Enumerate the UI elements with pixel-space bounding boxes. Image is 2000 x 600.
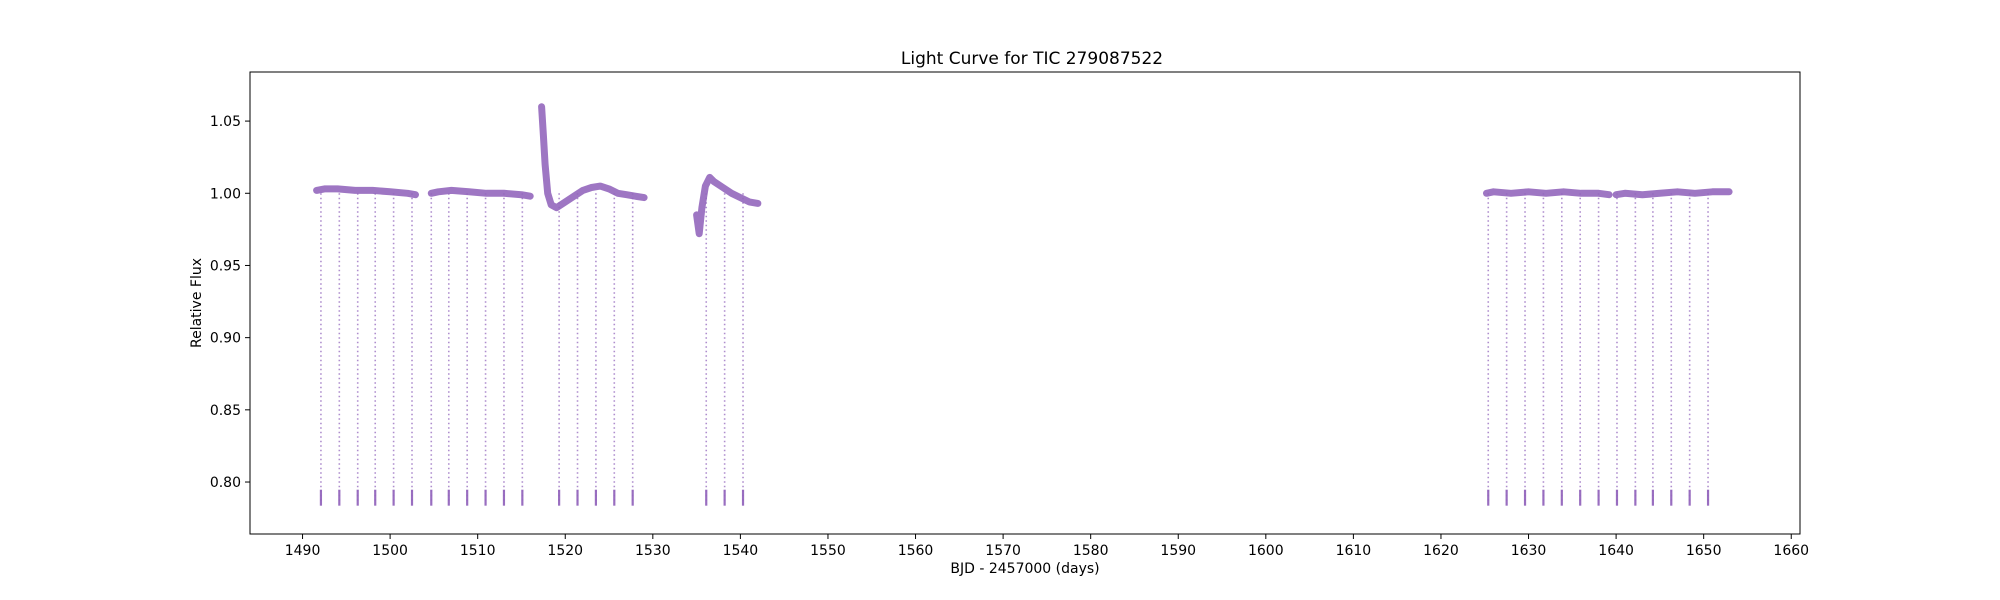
x-tick-label: 1550 bbox=[810, 543, 846, 559]
x-tick-label: 1530 bbox=[635, 543, 671, 559]
flux-baseline-series bbox=[313, 185, 419, 199]
x-tick-label: 1610 bbox=[1336, 543, 1372, 559]
x-tick-label: 1540 bbox=[723, 543, 759, 559]
x-tick-label: 1570 bbox=[985, 543, 1021, 559]
y-tick-label: 0.80 bbox=[210, 475, 241, 491]
y-tick-label: 0.95 bbox=[210, 258, 241, 274]
x-tick-label: 1620 bbox=[1423, 543, 1459, 559]
x-tick-label: 1640 bbox=[1598, 543, 1634, 559]
y-tick-label: 0.85 bbox=[210, 403, 241, 419]
x-tick-label: 1660 bbox=[1773, 543, 1809, 559]
x-tick-label: 1600 bbox=[1248, 543, 1284, 559]
y-axis: 0.80 0.85 0.90 0.95 1.00 1.05 bbox=[210, 114, 250, 491]
x-tick-label: 1650 bbox=[1686, 543, 1722, 559]
x-tick-label: 1560 bbox=[898, 543, 934, 559]
plot-marks bbox=[313, 103, 1733, 506]
x-tick-label: 1580 bbox=[1073, 543, 1109, 559]
x-tick-label: 1630 bbox=[1511, 543, 1547, 559]
chart-title: Light Curve for TIC 279087522 bbox=[901, 49, 1163, 69]
x-axis: 1490 1500 1510 1520 1530 1540 1550 1560 1570 1580… bbox=[285, 534, 1809, 559]
flux-baseline-series bbox=[1612, 188, 1733, 199]
x-tick-label: 1590 bbox=[1160, 543, 1196, 559]
y-tick-label: 1.00 bbox=[210, 186, 241, 202]
x-tick-label: 1520 bbox=[547, 543, 583, 559]
flux-baseline-series bbox=[427, 186, 534, 200]
plot-frame bbox=[249, 71, 1801, 535]
flux-baseline-series bbox=[538, 103, 648, 212]
y-axis-label: Relative Flux bbox=[189, 258, 205, 348]
flux-baseline-series bbox=[1483, 188, 1613, 199]
y-tick-label: 0.90 bbox=[210, 331, 241, 347]
x-tick-label: 1510 bbox=[460, 543, 496, 559]
y-tick-label: 1.05 bbox=[210, 114, 241, 130]
x-axis-label: BJD - 2457000 (days) bbox=[950, 561, 1099, 577]
x-tick-label: 1490 bbox=[285, 543, 321, 559]
x-tick-label: 1500 bbox=[372, 543, 408, 559]
